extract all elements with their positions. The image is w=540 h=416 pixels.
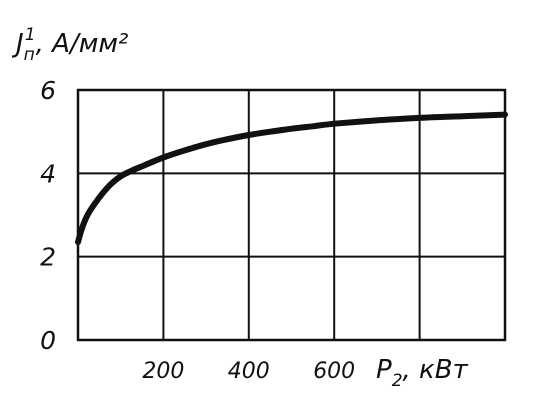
y-tick-label-4: 4: [40, 159, 56, 188]
plot-border: [76, 88, 507, 342]
x-tick-label-200: 200: [142, 359, 184, 384]
grid: [78, 90, 505, 340]
series-line-0: [75, 111, 508, 246]
x-tick-label-600: 600: [313, 359, 355, 384]
x-axis-label: P2, кВт: [376, 355, 469, 391]
y-axis-label: Jп1, А/мм²: [11, 25, 128, 65]
x-tick-labels: 200 400 600: [142, 359, 355, 384]
y-tick-label-2: 2: [40, 243, 56, 272]
y-tick-label-6: 6: [40, 76, 56, 105]
plot-frame: [76, 88, 507, 342]
x-tick-label-400: 400: [228, 359, 270, 384]
y-tick-label-0: 0: [40, 326, 56, 355]
y-tick-labels: 0 2 4 6: [40, 76, 56, 355]
series-layer: [75, 111, 508, 246]
